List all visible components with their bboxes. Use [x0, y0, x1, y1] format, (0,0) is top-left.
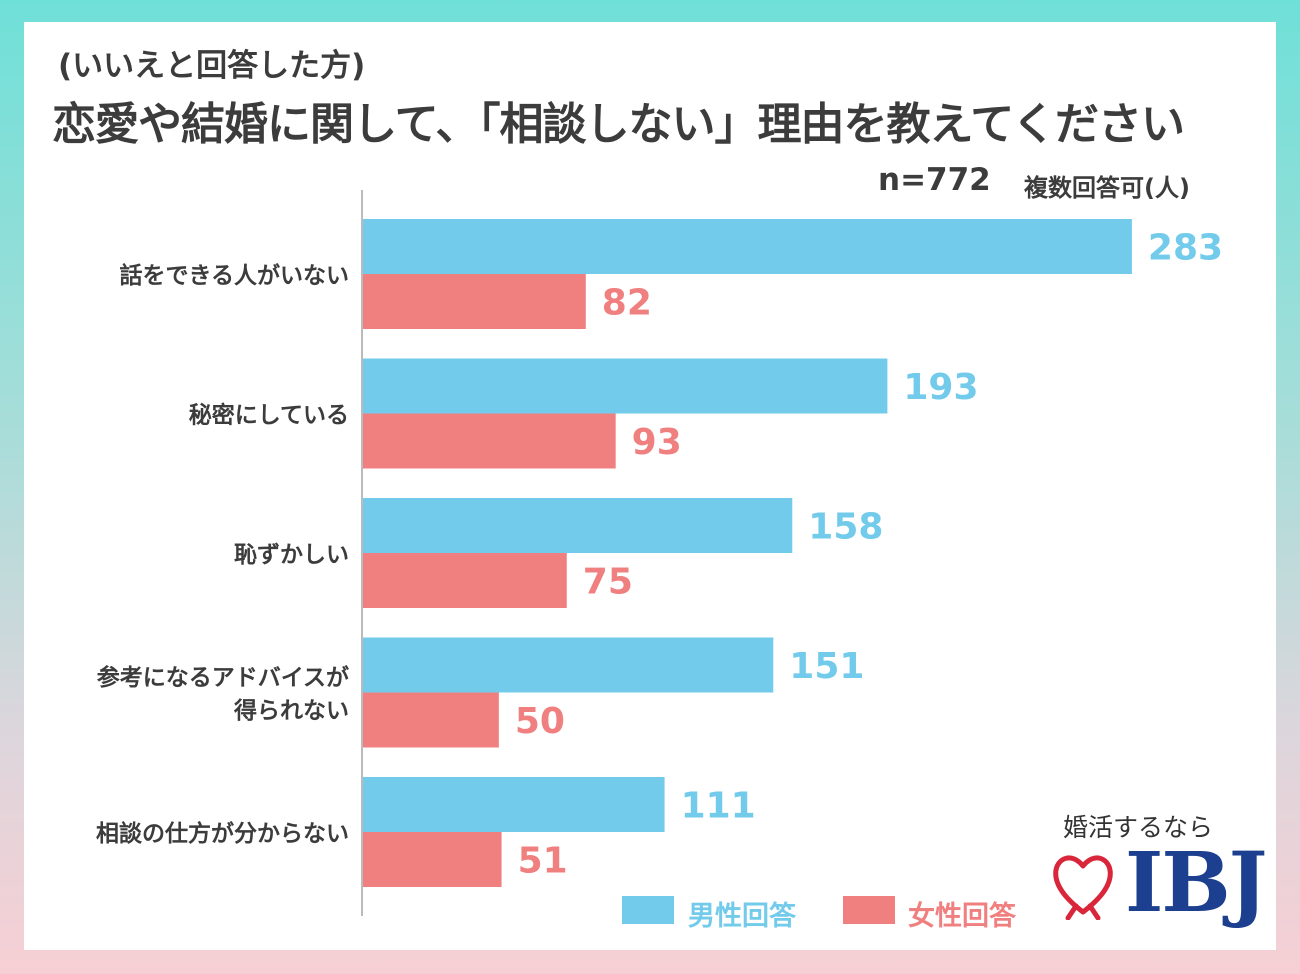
unit-note: 複数回答可(人) [1024, 174, 1190, 202]
bar-male-4 [363, 777, 665, 832]
bar-male-0 [363, 219, 1132, 274]
value-label-male-3: 151 [789, 646, 864, 687]
bar-female-2 [363, 553, 567, 608]
bar-female-1 [363, 413, 616, 469]
chart-title: 恋愛や結婚に関して、「相談しない」理由を教えてください [52, 99, 1185, 150]
chart-subtitle: (いいえと回答した方) [58, 48, 366, 84]
category-label-2: 恥ずかしい [234, 542, 349, 568]
legend-female-swatch [843, 896, 895, 924]
bar-female-3 [363, 692, 499, 748]
ibj-logo: IBJ [1125, 835, 1267, 931]
bar-male-2 [363, 498, 793, 553]
legend-female-label: 女性回答 [908, 901, 1016, 932]
value-label-female-4: 51 [518, 841, 568, 882]
value-label-male-4: 111 [681, 786, 756, 827]
value-label-male-0: 283 [1148, 228, 1223, 269]
value-label-male-2: 158 [808, 507, 883, 548]
value-label-female-0: 82 [602, 283, 652, 324]
category-label-0: 話をできる人がいない [119, 262, 349, 289]
value-label-male-1: 193 [903, 367, 978, 408]
sample-size: n=772 [878, 162, 991, 198]
legend-male-swatch [622, 896, 674, 924]
heart-icon [1053, 855, 1113, 920]
bar-female-0 [363, 274, 586, 329]
category-label-1: 秘密にしている [189, 402, 349, 429]
bar-male-1 [363, 358, 888, 414]
value-label-female-3: 50 [515, 701, 565, 742]
legend-male-label: 男性回答 [688, 901, 796, 932]
value-label-female-1: 93 [632, 422, 682, 463]
category-label-3-line-0: 参考になるアドバイスが [97, 664, 349, 691]
brand-tagline: 婚活するなら [1063, 813, 1214, 842]
bar-male-3 [363, 637, 774, 693]
category-label-4: 相談の仕方が分からない [96, 820, 349, 847]
value-label-female-2: 75 [583, 562, 633, 603]
bar-female-4 [363, 832, 502, 887]
category-label-3-line-1: 得られない [233, 697, 349, 724]
